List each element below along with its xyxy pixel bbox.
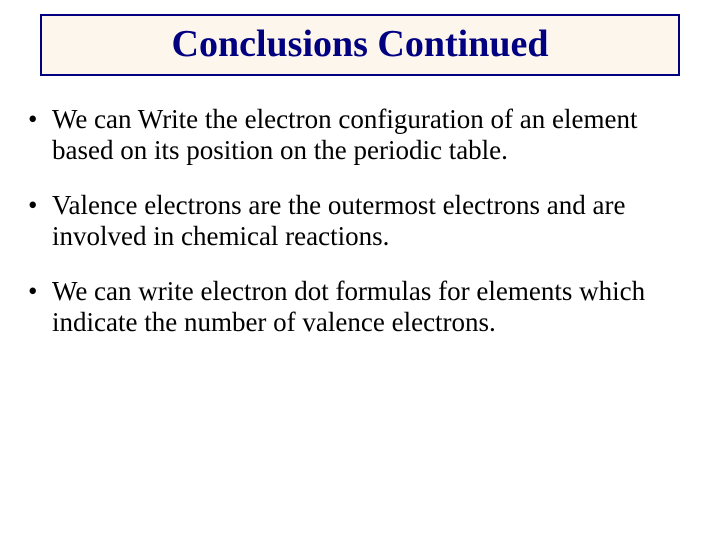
- title-box: Conclusions Continued: [40, 14, 680, 76]
- list-item: We can Write the electron configuration …: [52, 104, 690, 166]
- slide-title: Conclusions Continued: [42, 22, 678, 66]
- bullet-list: We can Write the electron configuration …: [0, 104, 720, 338]
- slide-container: Conclusions Continued We can Write the e…: [0, 0, 720, 540]
- list-item: Valence electrons are the outermost elec…: [52, 190, 690, 252]
- list-item: We can write electron dot formulas for e…: [52, 276, 690, 338]
